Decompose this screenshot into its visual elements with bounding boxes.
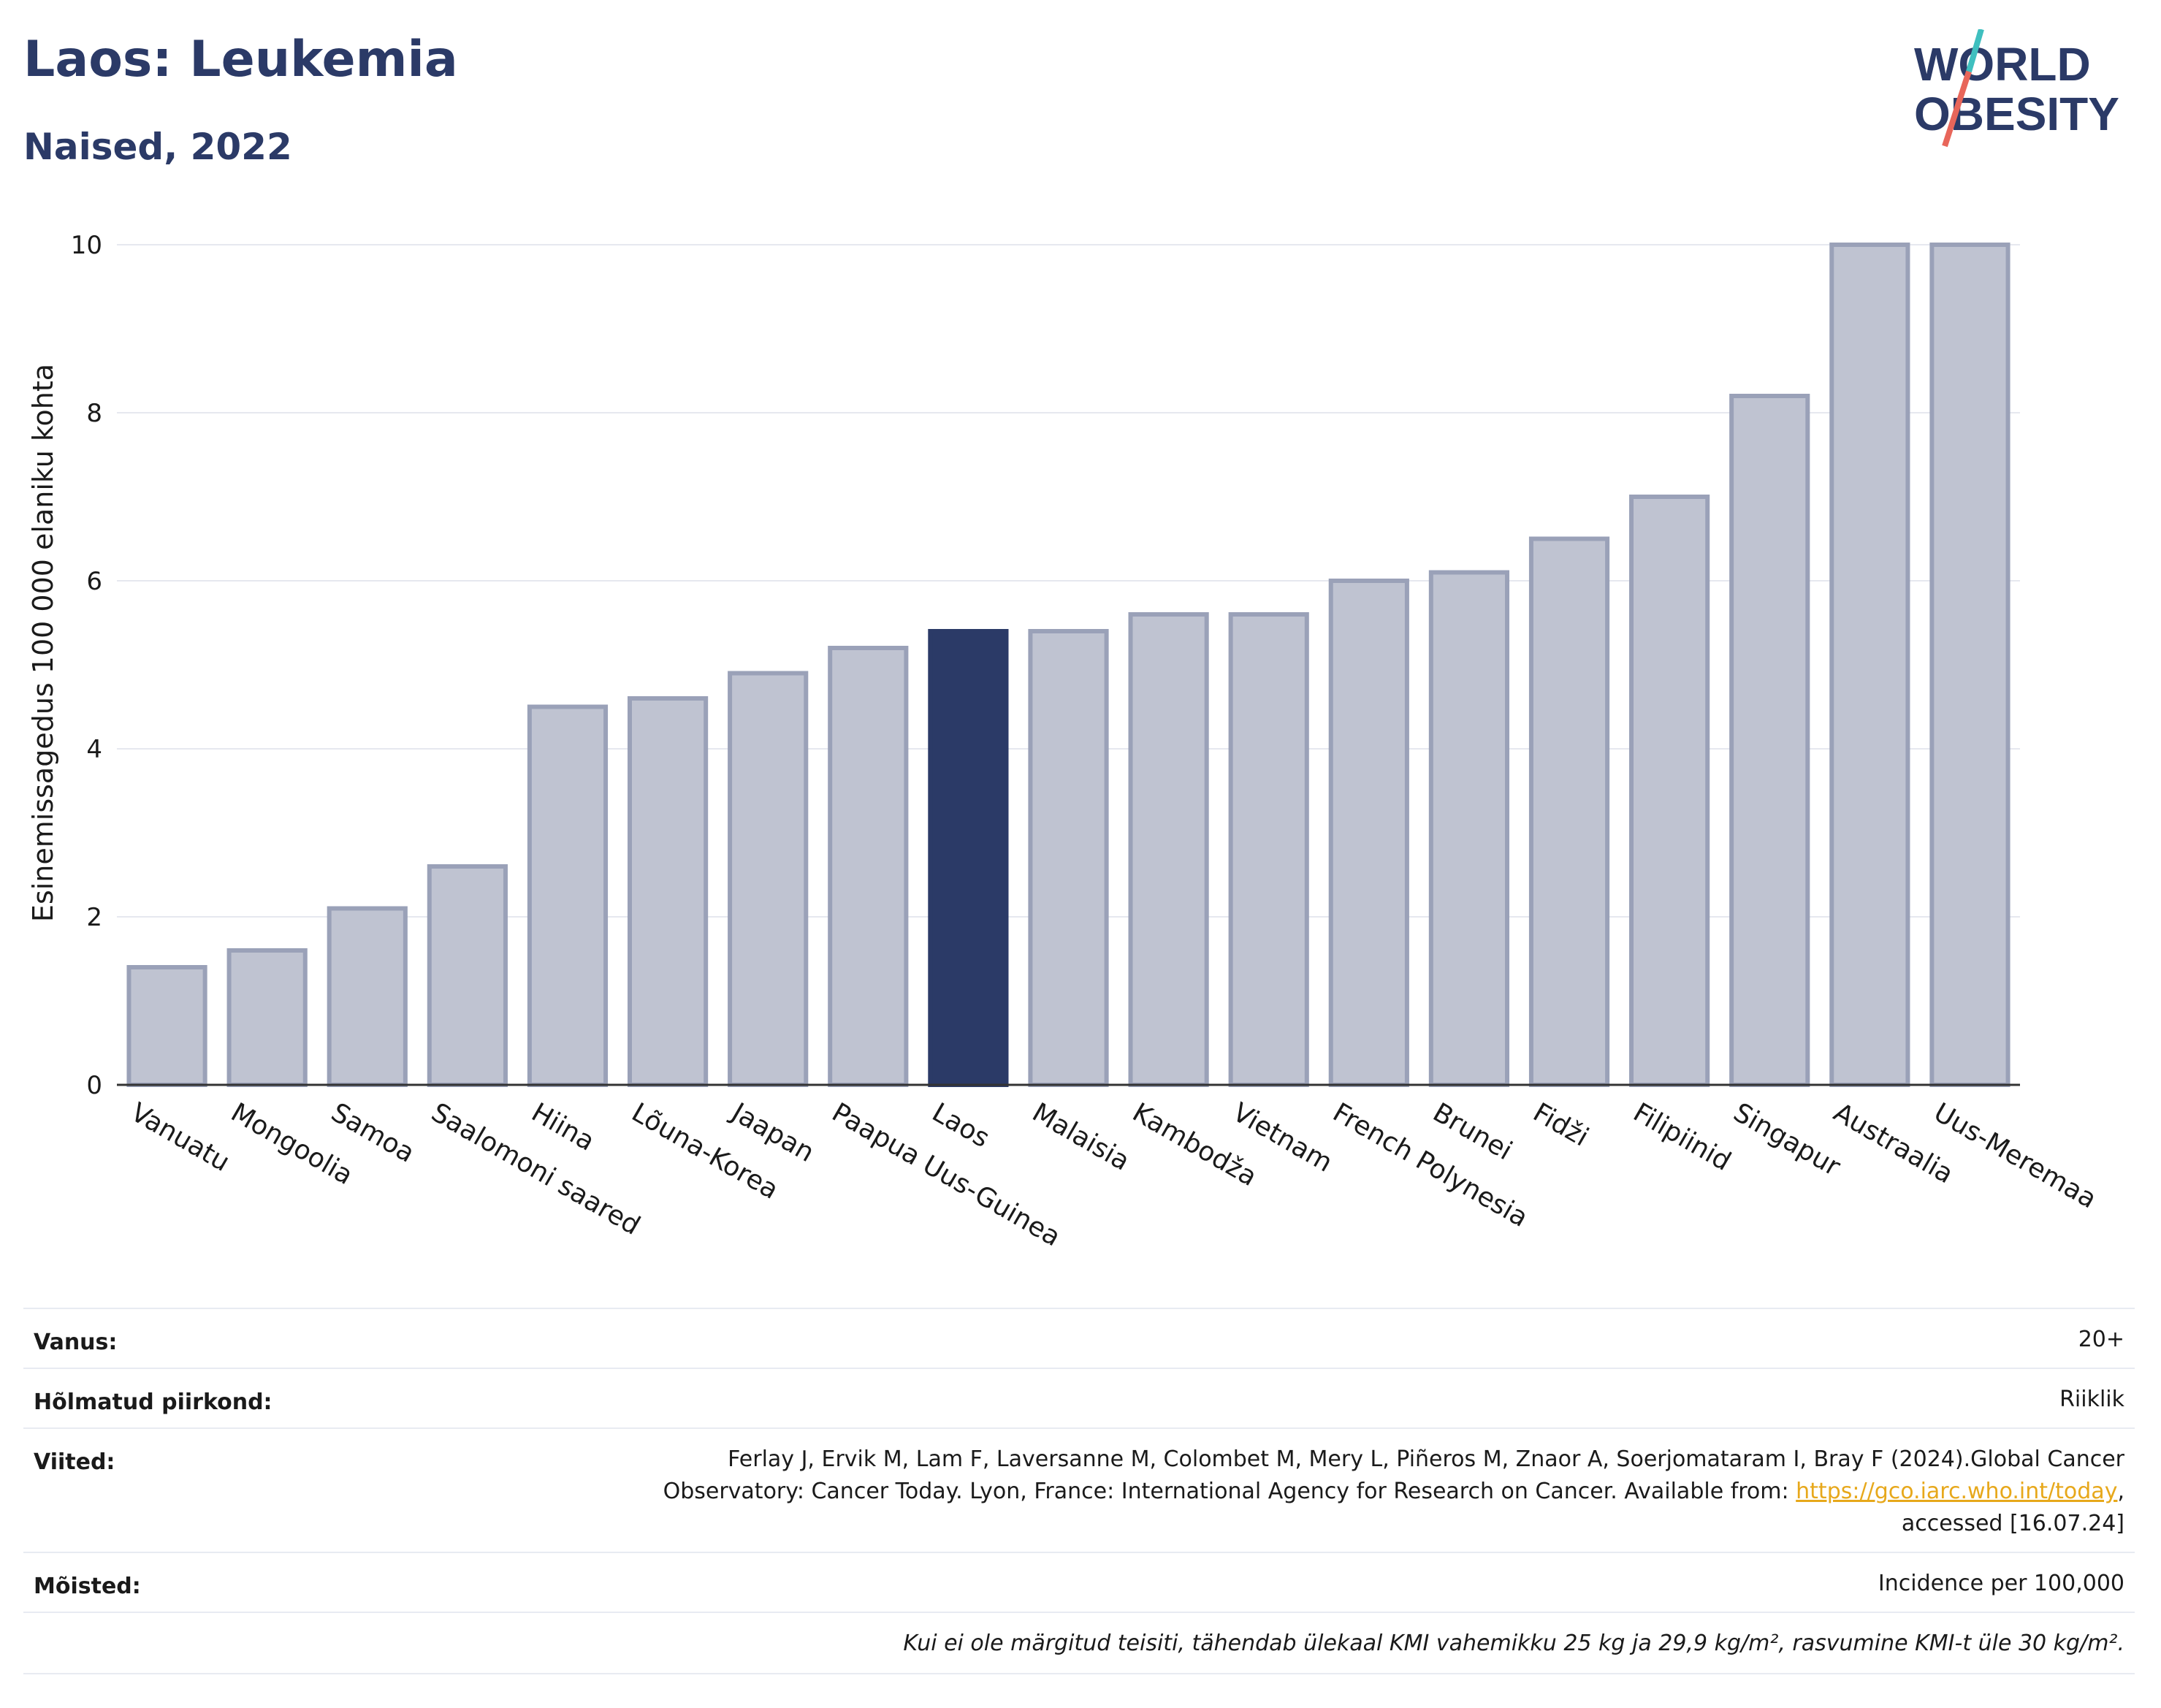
y-tick-label: 4 [86, 735, 102, 764]
bar-jaapan [728, 671, 809, 1087]
references-link[interactable]: https://gco.iarc.who.int/today [1796, 1479, 2118, 1504]
y-axis-ticks: 0 2 4 6 8 10 [71, 231, 102, 1100]
chart-subtitle: Naised, 2022 [23, 126, 292, 168]
footnote: Kui ei ole märgitud teisiti, tähendab ül… [903, 1631, 2124, 1656]
bar-brunei [1428, 570, 1510, 1087]
references-value: Ferlay J, Ervik M, Lam F, Laversanne M, … [663, 1444, 2124, 1540]
bar-fid-i [1528, 536, 1610, 1087]
bar-l-una-korea [627, 696, 709, 1087]
definitions-label: Mõisted: [34, 1574, 141, 1599]
bar-mongoolia [226, 948, 308, 1087]
bar-samoa [327, 906, 408, 1087]
y-axis-label: Esinemissagedus 100 000 elaniku kohta [27, 364, 59, 922]
references-line-1: Ferlay J, Ervik M, Lam F, Laversanne M, … [728, 1446, 2124, 1472]
y-tick-label: 6 [86, 567, 102, 596]
bar-kambod-a [1128, 612, 1209, 1087]
references-line-3: accessed [16.07.24] [1901, 1511, 2124, 1536]
meta-row-footnote: Kui ei ole märgitud teisiti, tähendab ül… [23, 1612, 2135, 1674]
x-tick-label: Hiina [526, 1097, 599, 1156]
age-value: 20+ [2078, 1327, 2124, 1352]
bar-austraalia [1829, 243, 1910, 1087]
bar-singapur [1729, 394, 1810, 1087]
y-tick-label: 2 [86, 903, 102, 932]
bar-hiina [527, 704, 609, 1087]
coverage-label: Hõlmatud piirkond: [34, 1389, 272, 1415]
world-obesity-logo: WORLD OBESITY [1914, 29, 2119, 148]
logo-slash-teal [1966, 29, 1984, 73]
x-tick-label: Singapur [1729, 1097, 1845, 1182]
meta-row-coverage: Hõlmatud piirkond: Riiklik [23, 1368, 2135, 1429]
definitions-value: Incidence per 100,000 [1878, 1571, 2124, 1596]
bar-french-polynesia [1328, 579, 1409, 1087]
references-label: Viited: [34, 1449, 115, 1475]
bars [126, 243, 2011, 1087]
y-tick-label: 10 [71, 231, 102, 260]
x-tick-label: Malaisia [1027, 1097, 1135, 1177]
age-label: Vanus: [34, 1330, 118, 1355]
references-line-2: Observatory: Cancer Today. Lyon, France:… [663, 1479, 2124, 1504]
x-tick-label: Vanuatu [126, 1097, 235, 1178]
meta-row-definitions: Mõisted: Incidence per 100,000 [23, 1552, 2135, 1613]
bar-malaisia [1028, 629, 1109, 1087]
bar-vietnam [1228, 612, 1309, 1087]
bar-uus-meremaa [1929, 243, 2011, 1087]
y-tick-label: 0 [86, 1071, 102, 1100]
chart-title: Laos: Leukemia [23, 31, 458, 88]
coverage-value: Riiklik [2059, 1387, 2124, 1412]
x-tick-label: Laos [927, 1097, 994, 1154]
x-tick-label: Filipiinid [1628, 1097, 1736, 1177]
bar-filipiinid [1629, 495, 1710, 1087]
y-tick-label: 8 [86, 399, 102, 428]
bar-vanuatu [126, 965, 207, 1087]
bar-saalomoni-saared [427, 864, 508, 1087]
logo-text-world: WORLD [1914, 38, 2091, 91]
meta-row-references: Viited: Ferlay J, Ervik M, Lam F, Lavers… [23, 1427, 2135, 1553]
logo-slash-red [1942, 70, 1972, 148]
bar-paapua-uus-guinea [828, 646, 909, 1087]
x-tick-label: Fidži [1528, 1097, 1594, 1152]
meta-row-age: Vanus: 20+ [23, 1308, 2135, 1369]
x-tick-label: Uus-Meremaa [1929, 1097, 2102, 1214]
bar-laos [928, 629, 1009, 1087]
